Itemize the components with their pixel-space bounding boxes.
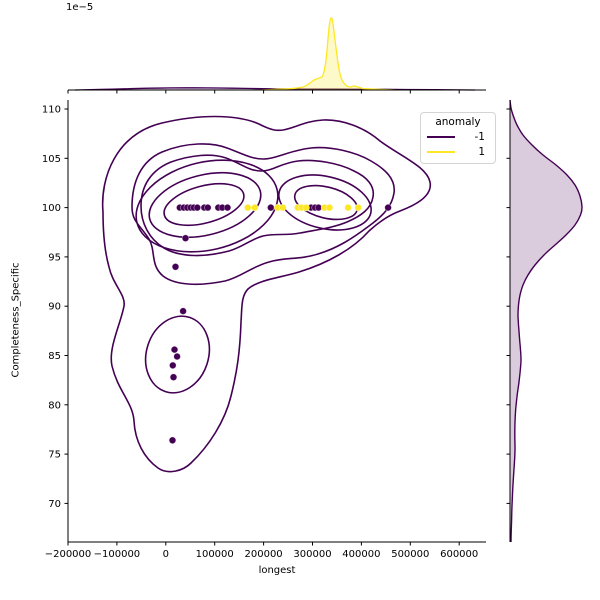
tick-labels: −200000 −100000 0 100000 200000 300000 400000 5… — [42, 105, 478, 561]
y-axis-label: Completeness_Specific — [10, 262, 22, 378]
scatter-point — [170, 345, 179, 354]
marginal-right-kde-neg1-fill — [510, 100, 583, 542]
x-tick-label: 500000 — [391, 549, 429, 560]
y-tick-label: 110 — [42, 105, 61, 116]
axes-spines — [67, 89, 511, 543]
kde-contour-line — [140, 154, 375, 257]
scatter-point — [204, 203, 212, 212]
y-tick-label: 100 — [42, 203, 61, 214]
x-tick-label: −200000 — [45, 549, 92, 560]
scatter-point — [354, 203, 362, 212]
scatter-point — [169, 373, 178, 381]
x-tick-label: 600000 — [440, 549, 478, 560]
x-axis-label: longest — [258, 565, 296, 576]
y-tick-label: 105 — [42, 154, 61, 165]
y-tick-label: 95 — [48, 252, 61, 263]
legend-label-1: 1 — [478, 146, 485, 158]
x-tick-label: 200000 — [245, 549, 283, 560]
kde-contour-ellipse — [293, 184, 359, 221]
scatter-point — [344, 203, 352, 212]
scatter-point — [173, 352, 181, 361]
kde-contour-ellipse — [135, 159, 279, 253]
scatter-point — [244, 203, 252, 212]
scatter-point — [325, 203, 334, 212]
scatter-point — [251, 203, 259, 212]
y-tick-label: 70 — [48, 499, 61, 510]
x-tick-label: 100000 — [196, 549, 234, 560]
scatter-point — [223, 203, 232, 212]
legend-line-1-icon — [427, 151, 455, 153]
scatter-point — [302, 203, 310, 212]
ticks — [64, 90, 510, 546]
y-tick-label: 80 — [48, 400, 61, 411]
x-tick-label: −100000 — [94, 549, 141, 560]
scatter-series-1 — [244, 203, 362, 212]
scatter-point — [169, 361, 177, 370]
scatter-point — [193, 203, 202, 212]
kde-contour-ellipse — [278, 174, 372, 231]
marginal-top-kde-1-line — [261, 17, 396, 91]
legend: anomaly -1 1 — [420, 112, 496, 164]
kde-contour-line — [101, 115, 431, 473]
legend-entry-neg1: -1 — [427, 131, 489, 143]
scatter-point — [168, 436, 177, 445]
scatter-series--1 — [168, 203, 392, 445]
y-tick-label: 90 — [48, 302, 61, 313]
scatter-point — [267, 203, 275, 212]
x-tick-label: 0 — [163, 549, 169, 560]
scatter-point — [181, 234, 190, 242]
legend-entry-1: 1 — [427, 146, 489, 158]
marginal-top-kde-1-fill — [262, 17, 395, 91]
x-tick-label: 300000 — [293, 549, 331, 560]
kde-contour-ellipse — [144, 315, 211, 394]
axis-offset-text: 1e−5 — [66, 2, 94, 13]
legend-label-neg1: -1 — [474, 131, 485, 143]
legend-line-neg1-icon — [427, 136, 455, 138]
marginal-right-kde-neg1-line — [509, 99, 583, 543]
legend-title: anomaly — [435, 116, 481, 128]
scatter-point — [384, 203, 392, 212]
scatter-point — [279, 203, 287, 212]
x-tick-label: 400000 — [342, 549, 380, 560]
kde-contour-ellipse — [148, 171, 262, 239]
y-tick-label: 85 — [48, 351, 61, 362]
y-tick-label: 75 — [48, 450, 61, 461]
kde-contours — [101, 115, 431, 473]
scatter-point — [179, 307, 187, 315]
scatter-point — [171, 263, 180, 271]
kde-contour-ellipse — [163, 182, 245, 227]
